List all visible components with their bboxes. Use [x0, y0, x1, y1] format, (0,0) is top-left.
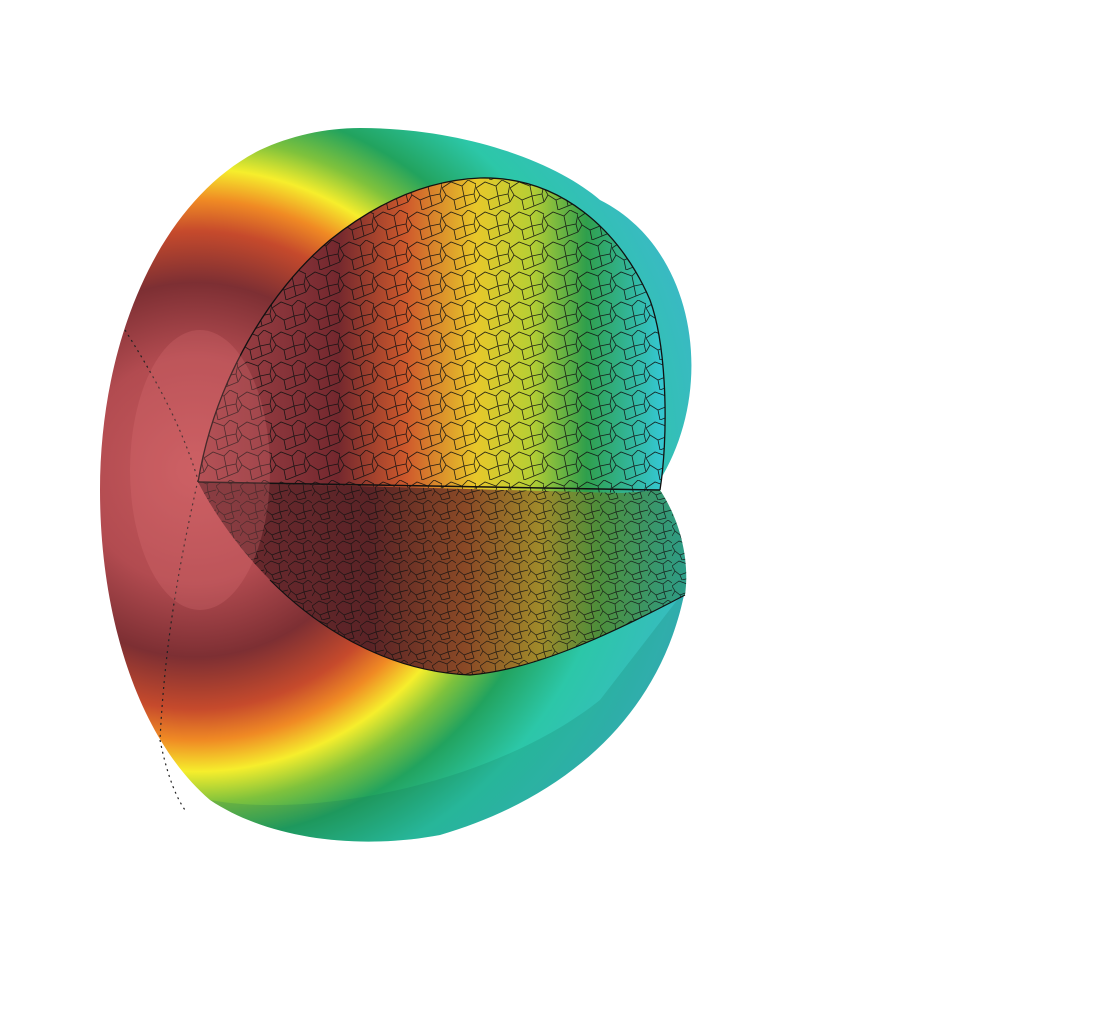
horizontal-cut-face	[197, 481, 687, 676]
shell-highlight	[130, 330, 270, 610]
seam-lines	[124, 329, 199, 811]
vertical-cut-face	[197, 177, 666, 493]
